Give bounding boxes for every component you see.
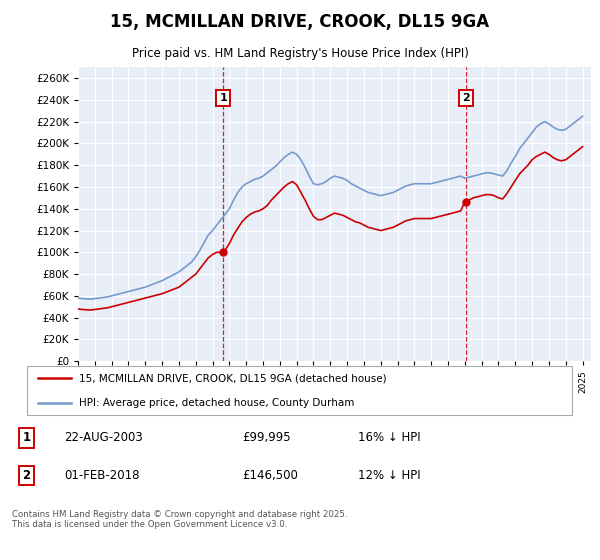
Text: 15, MCMILLAN DRIVE, CROOK, DL15 9GA: 15, MCMILLAN DRIVE, CROOK, DL15 9GA — [110, 13, 490, 31]
Text: 22-AUG-2003: 22-AUG-2003 — [64, 431, 143, 445]
Text: 16% ↓ HPI: 16% ↓ HPI — [358, 431, 420, 445]
Text: Price paid vs. HM Land Registry's House Price Index (HPI): Price paid vs. HM Land Registry's House … — [131, 47, 469, 60]
Text: 15, MCMILLAN DRIVE, CROOK, DL15 9GA (detached house): 15, MCMILLAN DRIVE, CROOK, DL15 9GA (det… — [79, 374, 387, 384]
Text: 2: 2 — [463, 93, 470, 103]
Text: £99,995: £99,995 — [242, 431, 291, 445]
Text: 01-FEB-2018: 01-FEB-2018 — [64, 469, 139, 482]
Text: 12% ↓ HPI: 12% ↓ HPI — [358, 469, 420, 482]
Text: Contains HM Land Registry data © Crown copyright and database right 2025.
This d: Contains HM Land Registry data © Crown c… — [12, 510, 347, 529]
Text: 1: 1 — [220, 93, 227, 103]
FancyBboxPatch shape — [27, 366, 572, 415]
Text: 2: 2 — [22, 469, 31, 482]
Text: HPI: Average price, detached house, County Durham: HPI: Average price, detached house, Coun… — [79, 398, 355, 408]
Text: £146,500: £146,500 — [242, 469, 298, 482]
Text: 1: 1 — [22, 431, 31, 445]
